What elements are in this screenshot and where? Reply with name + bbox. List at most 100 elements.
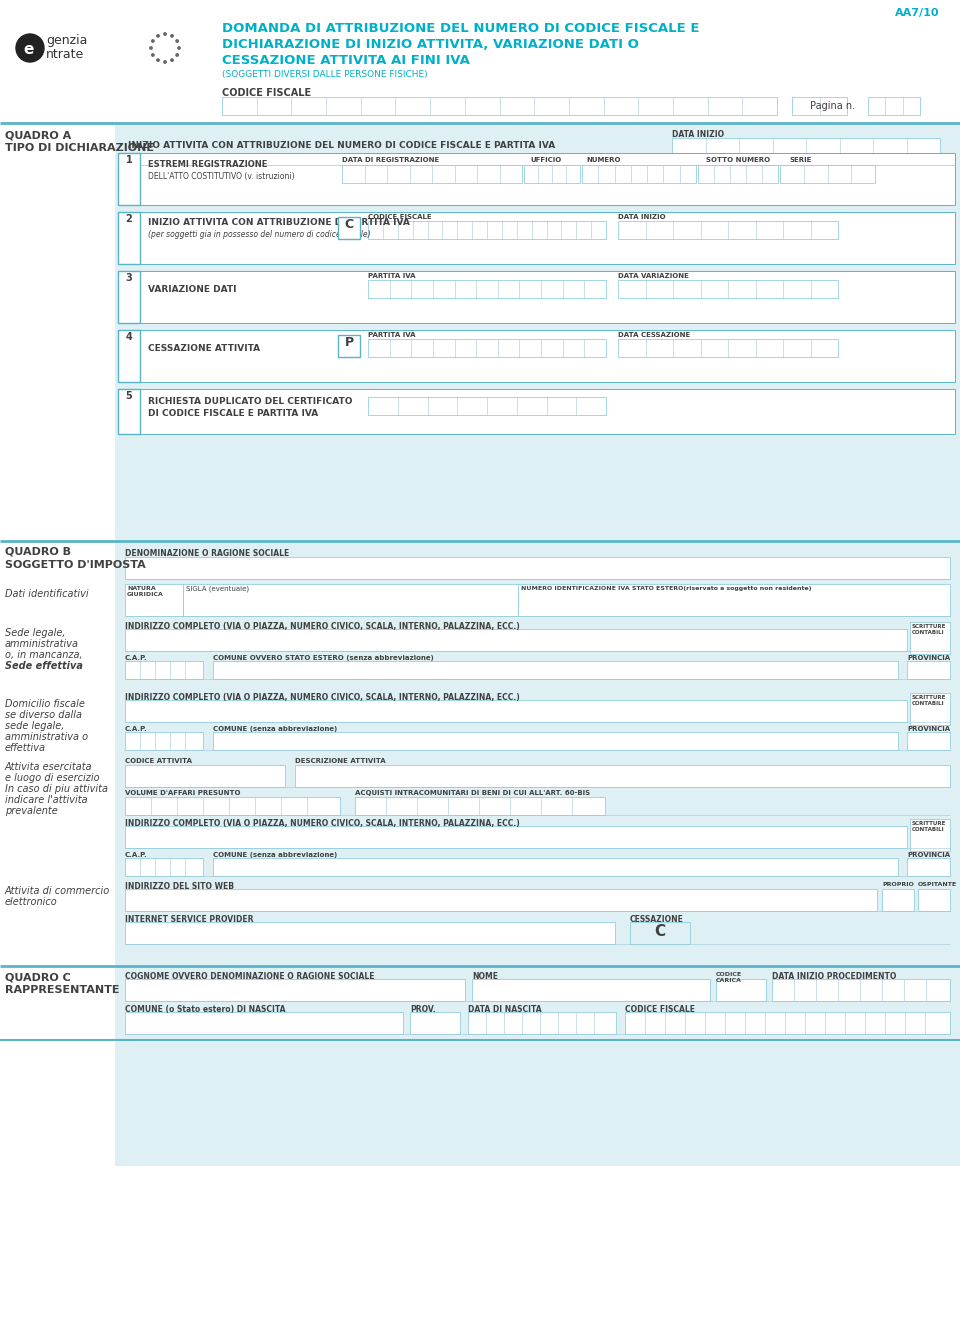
- Text: DATA DI NASCITA: DATA DI NASCITA: [468, 1005, 541, 1014]
- Text: DENOMINAZIONE O RAGIONE SOCIALE: DENOMINAZIONE O RAGIONE SOCIALE: [125, 549, 289, 557]
- Text: DATA CESSAZIONE: DATA CESSAZIONE: [618, 332, 690, 338]
- Text: QUADRO B: QUADRO B: [5, 547, 71, 557]
- Text: C.A.P.: C.A.P.: [125, 656, 148, 661]
- Text: INDIRIZZO COMPLETO (VIA O PIAZZA, NUMERO CIVICO, SCALA, INTERNO, PALAZZINA, ECC.: INDIRIZZO COMPLETO (VIA O PIAZZA, NUMERO…: [125, 693, 519, 702]
- Text: ACQUISTI INTRACOMUNITARI DI BENI DI CUI ALL'ART. 60-BIS: ACQUISTI INTRACOMUNITARI DI BENI DI CUI …: [355, 790, 590, 796]
- Bar: [368, 222, 606, 239]
- Bar: [410, 1013, 460, 1034]
- Circle shape: [171, 58, 173, 61]
- Bar: [910, 819, 950, 851]
- Text: DESCRIZIONE ATTIVITA: DESCRIZIONE ATTIVITA: [295, 758, 386, 764]
- Bar: [118, 330, 955, 382]
- Text: 2: 2: [126, 214, 132, 224]
- Circle shape: [152, 40, 154, 42]
- Text: INTERNET SERVICE PROVIDER: INTERNET SERVICE PROVIDER: [125, 916, 253, 924]
- Text: NUMERO IDENTIFICAZIONE IVA STATO ESTERO(riservato a soggetto non residente): NUMERO IDENTIFICAZIONE IVA STATO ESTERO(…: [521, 587, 811, 591]
- Bar: [907, 733, 950, 750]
- Circle shape: [176, 40, 179, 42]
- Text: (per soggetti gia in possesso del numero di codice fiscale): (per soggetti gia in possesso del numero…: [148, 230, 371, 239]
- Circle shape: [156, 35, 159, 37]
- Bar: [125, 859, 203, 876]
- Text: Sede legale,: Sede legale,: [5, 628, 65, 638]
- Text: effettiva: effettiva: [5, 743, 46, 752]
- Text: amministrativa o: amministrativa o: [5, 733, 88, 742]
- Bar: [125, 889, 877, 912]
- Bar: [222, 97, 777, 115]
- Text: SCRITTURE
CONTABILI: SCRITTURE CONTABILI: [912, 821, 947, 832]
- Bar: [524, 165, 580, 183]
- Text: COMUNE (senza abbreviazione): COMUNE (senza abbreviazione): [213, 726, 337, 733]
- Text: RAPPRESENTANTE: RAPPRESENTANTE: [5, 985, 119, 995]
- Text: C: C: [655, 924, 665, 940]
- Bar: [355, 798, 605, 815]
- Circle shape: [150, 46, 153, 49]
- Bar: [125, 733, 203, 750]
- Bar: [295, 764, 950, 787]
- Bar: [125, 979, 465, 1001]
- Bar: [213, 733, 898, 750]
- Text: Attivita esercitata: Attivita esercitata: [5, 762, 92, 772]
- Text: PARTITA IVA: PARTITA IVA: [368, 273, 416, 279]
- Text: INIZIO ATTIVITA CON ATTRIBUZIONE DEL NUMERO DI CODICE FISCALE E PARTITA IVA: INIZIO ATTIVITA CON ATTRIBUZIONE DEL NUM…: [128, 141, 555, 150]
- Text: AA7/10: AA7/10: [895, 8, 940, 19]
- Text: OSPITANTE: OSPITANTE: [918, 882, 957, 886]
- Bar: [910, 693, 950, 725]
- Bar: [118, 212, 955, 264]
- Text: SCRITTURE
CONTABILI: SCRITTURE CONTABILI: [912, 624, 947, 634]
- Bar: [118, 153, 140, 204]
- Bar: [118, 389, 955, 434]
- Text: SCRITTURE
CONTABILI: SCRITTURE CONTABILI: [912, 695, 947, 706]
- Bar: [338, 218, 360, 239]
- Bar: [468, 1013, 616, 1034]
- Text: 5: 5: [126, 391, 132, 401]
- Bar: [907, 859, 950, 876]
- Text: QUADRO A: QUADRO A: [5, 130, 71, 141]
- Bar: [118, 153, 955, 204]
- Text: 1: 1: [126, 155, 132, 165]
- Text: VOLUME D'AFFARI PRESUNTO: VOLUME D'AFFARI PRESUNTO: [125, 790, 241, 796]
- Text: CODICE FISCALE: CODICE FISCALE: [222, 88, 311, 98]
- Text: SOTTO NUMERO: SOTTO NUMERO: [706, 157, 770, 163]
- Circle shape: [16, 35, 44, 62]
- Bar: [772, 979, 950, 1001]
- Text: e luogo di esercizio: e luogo di esercizio: [5, 774, 100, 783]
- Bar: [618, 338, 838, 357]
- Bar: [183, 584, 518, 616]
- Text: Dati identificativi: Dati identificativi: [5, 589, 88, 598]
- Bar: [630, 922, 690, 943]
- Text: DATA INIZIO: DATA INIZIO: [672, 130, 724, 139]
- Text: 3: 3: [126, 273, 132, 283]
- Bar: [125, 701, 907, 722]
- Bar: [618, 280, 838, 299]
- Bar: [918, 889, 950, 912]
- Text: ESTREMI REGISTRAZIONE: ESTREMI REGISTRAZIONE: [148, 161, 268, 169]
- Circle shape: [164, 61, 166, 64]
- Text: TIPO DI DICHIARAZIONE: TIPO DI DICHIARAZIONE: [5, 143, 154, 153]
- Bar: [213, 661, 898, 679]
- Bar: [368, 397, 606, 415]
- Text: se diverso dalla: se diverso dalla: [5, 710, 82, 721]
- Text: CODICE FISCALE: CODICE FISCALE: [368, 214, 432, 220]
- Text: DOMANDA DI ATTRIBUZIONE DEL NUMERO DI CODICE FISCALE E: DOMANDA DI ATTRIBUZIONE DEL NUMERO DI CO…: [222, 23, 700, 35]
- Text: INDIRIZZO COMPLETO (VIA O PIAZZA, NUMERO CIVICO, SCALA, INTERNO, PALAZZINA, ECC.: INDIRIZZO COMPLETO (VIA O PIAZZA, NUMERO…: [125, 622, 519, 632]
- Text: DATA INIZIO: DATA INIZIO: [618, 214, 665, 220]
- Bar: [780, 165, 875, 183]
- Text: P: P: [345, 336, 353, 349]
- Text: INDIRIZZO DEL SITO WEB: INDIRIZZO DEL SITO WEB: [125, 882, 234, 890]
- Bar: [368, 338, 606, 357]
- Text: o, in mancanza,: o, in mancanza,: [5, 650, 83, 660]
- Bar: [118, 271, 140, 322]
- Text: genzia: genzia: [46, 35, 87, 46]
- Text: C: C: [345, 218, 353, 231]
- Bar: [125, 764, 285, 787]
- Text: indicare l'attivita: indicare l'attivita: [5, 795, 87, 805]
- Text: RICHIESTA DUPLICATO DEL CERTIFICATO: RICHIESTA DUPLICATO DEL CERTIFICATO: [148, 397, 352, 406]
- Bar: [115, 966, 960, 1166]
- Text: DICHIARAZIONE DI INIZIO ATTIVITA, VARIAZIONE DATI O: DICHIARAZIONE DI INIZIO ATTIVITA, VARIAZ…: [222, 38, 638, 50]
- Text: CODICE ATTIVITA: CODICE ATTIVITA: [125, 758, 192, 764]
- Bar: [118, 330, 140, 382]
- Circle shape: [156, 58, 159, 61]
- Text: COGNOME OVVERO DENOMINAZIONE O RAGIONE SOCIALE: COGNOME OVVERO DENOMINAZIONE O RAGIONE S…: [125, 971, 374, 981]
- Bar: [792, 97, 847, 115]
- Bar: [213, 859, 898, 876]
